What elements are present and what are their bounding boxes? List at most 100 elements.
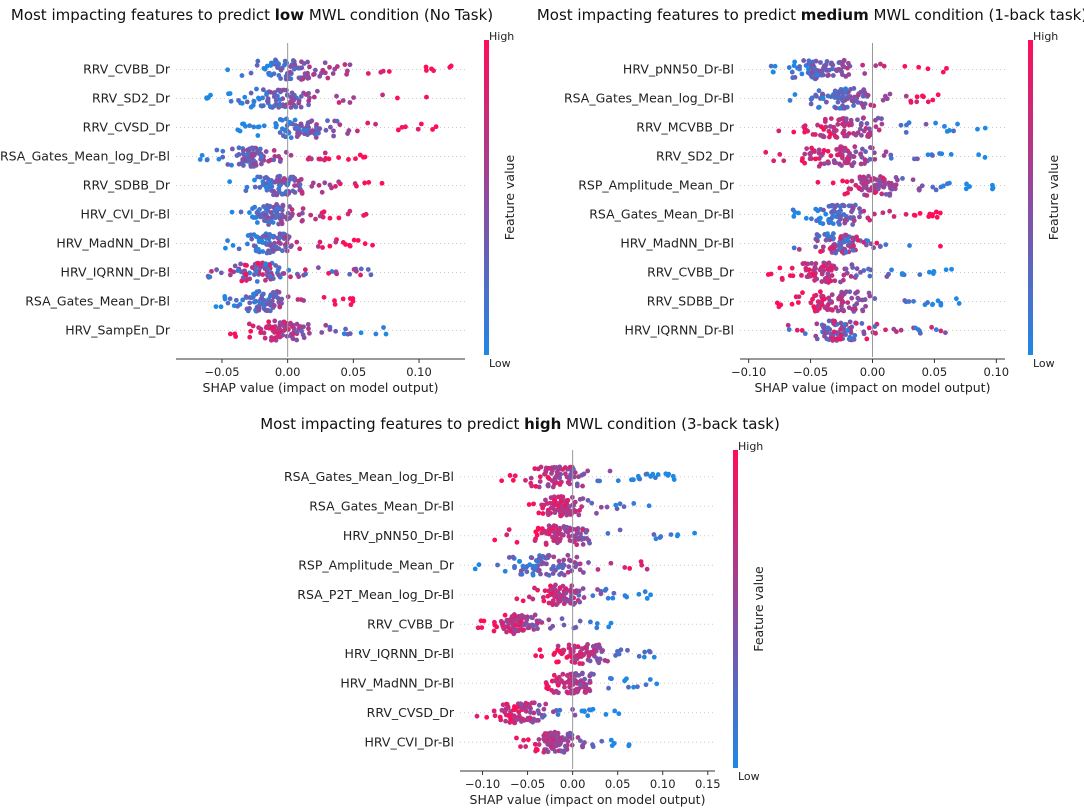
shap-dot	[949, 266, 954, 272]
shap-dot	[650, 471, 656, 477]
shap-dot	[298, 104, 304, 110]
shap-dot	[517, 627, 523, 633]
shap-dot	[299, 328, 304, 334]
shap-dot	[692, 530, 697, 536]
shap-dot	[802, 123, 808, 129]
shap-dot	[506, 527, 512, 533]
shap-dot	[625, 647, 630, 653]
shap-dot	[415, 126, 421, 132]
shap-dot	[277, 235, 283, 240]
shap-dot	[301, 61, 307, 66]
shap-dot	[617, 501, 623, 507]
shap-dot	[837, 105, 843, 111]
shap-dot	[923, 121, 929, 127]
shap-dot	[578, 531, 583, 537]
shap-dot	[867, 217, 873, 223]
shap-dot	[568, 558, 574, 564]
shap-dot	[545, 510, 551, 515]
shap-dot	[549, 468, 555, 473]
panel-title-high: Most impacting features to predict high …	[260, 415, 780, 433]
shap-dot	[604, 504, 610, 510]
shap-dot	[536, 742, 542, 747]
shap-dot	[806, 61, 812, 67]
shap-dot	[951, 128, 957, 134]
shap-dot	[263, 307, 269, 313]
shap-dot	[807, 151, 813, 157]
shap-dot	[828, 234, 834, 240]
x-tick-label: 0.05	[605, 777, 631, 791]
shap-dot	[287, 100, 293, 106]
colorbar-label: Feature value	[751, 566, 766, 652]
shap-dot	[802, 331, 808, 337]
shap-dot	[859, 102, 865, 108]
shap-dot	[876, 177, 882, 183]
shap-dot	[544, 682, 550, 687]
shap-dot	[568, 472, 573, 478]
shap-dot	[244, 262, 249, 268]
shap-dot	[322, 60, 328, 66]
shap-dot	[264, 242, 270, 247]
shap-dot	[532, 612, 538, 618]
shap-dot	[270, 233, 275, 239]
shap-dot	[288, 76, 294, 82]
shap-dot	[787, 98, 793, 103]
shap-dot	[579, 671, 585, 677]
shap-dot	[814, 218, 820, 224]
shap-dot	[565, 552, 571, 558]
shap-dot	[587, 680, 593, 685]
x-tick-label: 0.05	[922, 365, 948, 379]
shap-dot	[320, 245, 325, 250]
shap-dot	[329, 185, 334, 191]
shap-dot	[254, 62, 260, 68]
shap-dot	[386, 69, 392, 74]
shap-dot	[262, 66, 268, 72]
shap-dot	[636, 653, 642, 659]
shap-dot	[298, 121, 304, 127]
feature-label: RRV_CVBB_Dr	[647, 265, 735, 280]
shap-dot	[552, 497, 558, 503]
shap-dot	[848, 186, 854, 192]
shap-dot	[291, 66, 297, 72]
shap-dot	[816, 163, 822, 169]
feature-label: HRV_CVI_Dr-Bl	[81, 207, 171, 222]
shap-dot	[362, 241, 368, 247]
shap-dot	[267, 89, 273, 95]
x-tick-label: −0.05	[510, 777, 545, 791]
shap-dot	[506, 712, 512, 718]
shap-dot	[851, 103, 856, 108]
shap-dot	[611, 590, 617, 596]
shap-dot	[848, 273, 854, 279]
shap-dot	[238, 261, 243, 267]
shap-dot	[594, 621, 600, 626]
shap-dot	[887, 192, 893, 198]
shap-dot	[535, 558, 541, 564]
shap-dot	[562, 743, 568, 749]
feature-label: RSP_Amplitude_Mean_Dr	[578, 178, 735, 193]
shap-dot	[279, 296, 285, 302]
shap-dot	[880, 97, 886, 103]
shap-dot	[834, 336, 840, 342]
shap-dot	[549, 687, 555, 693]
shap-dot	[596, 660, 602, 666]
shap-dot	[526, 502, 532, 507]
shap-dot	[853, 320, 859, 326]
shap-dot	[514, 716, 520, 722]
shap-dot	[333, 269, 339, 275]
shap-dot	[786, 327, 792, 332]
x-tick-label: 0.10	[984, 365, 1010, 379]
shap-dot	[288, 152, 294, 158]
shap-dot	[584, 649, 590, 655]
shap-dot	[852, 333, 858, 338]
shap-dot	[898, 327, 904, 333]
feature-label: RRV_SD2_Dr	[656, 149, 735, 164]
shap-dot	[614, 506, 620, 512]
shap-dot	[499, 707, 505, 713]
shap-dot	[613, 502, 619, 508]
shap-dot	[528, 614, 534, 620]
shap-dot	[956, 301, 962, 306]
shap-dot	[834, 152, 840, 158]
shap-dot	[939, 151, 945, 157]
shap-dot	[809, 145, 815, 151]
shap-dot	[288, 135, 294, 141]
shap-dot	[837, 336, 843, 342]
